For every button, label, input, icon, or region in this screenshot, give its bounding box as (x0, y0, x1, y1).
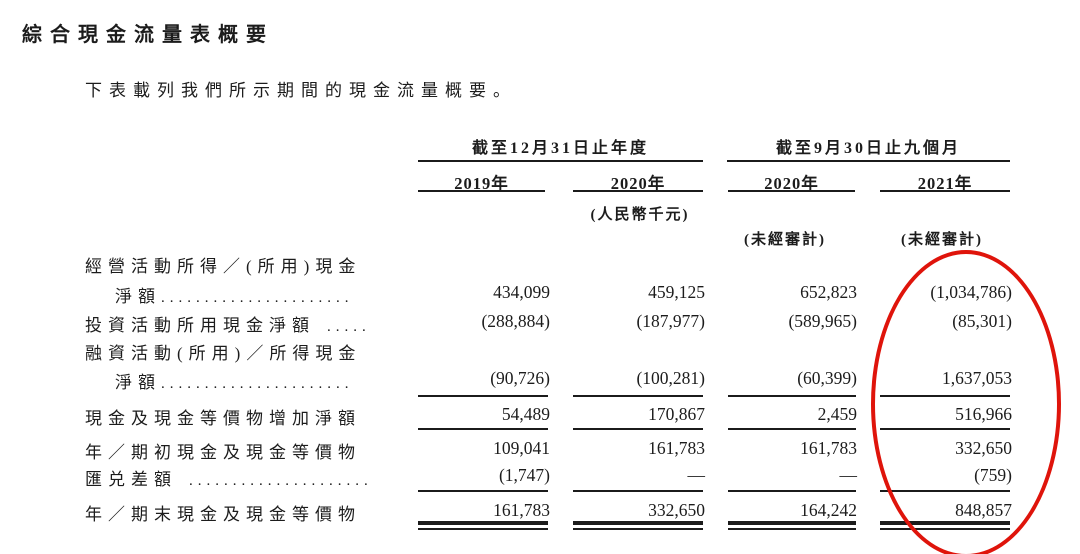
cell-investing-2020: (187,977) (636, 311, 705, 331)
cell-operating-2020: 459,125 (648, 282, 705, 302)
cell-financing-2020-9m: (60,399) (797, 368, 857, 388)
currency-unit-note: (人民幣千元) (590, 207, 690, 223)
table-row: 投資活動所用現金淨額..... (288,884) (187,977) (589… (0, 311, 1080, 335)
cell-investing-2019: (288,884) (481, 311, 550, 331)
cell-cash-beginning-2020-9m: 161,783 (800, 438, 857, 458)
subtotal-rule (573, 395, 703, 397)
cell-cash-end-2019: 161,783 (493, 500, 550, 520)
row-label-operating-line2: 淨額...................... (115, 287, 354, 306)
cell-cash-beginning-2019: 109,041 (493, 438, 550, 458)
subtotal-rule (728, 395, 856, 397)
dot-leader: ...................... (161, 290, 354, 306)
subtotal-rule (728, 428, 856, 430)
table-row: 融資活動(所用)／所得現金 (0, 339, 1080, 363)
unaudited-note-2021: (未經審計) (901, 232, 983, 248)
cell-cash-end-2020: 332,650 (648, 500, 705, 520)
col-header-2020: 2020年 (610, 174, 666, 193)
subtotal-rule (418, 395, 548, 397)
row-label-net-increase: 現金及現金等價物增加淨額 (85, 409, 361, 428)
cell-cash-beginning-2020: 161,783 (648, 438, 705, 458)
row-label-financing-line2: 淨額...................... (115, 373, 354, 392)
subtotal-rule (418, 428, 548, 430)
total-rule-thin (728, 528, 856, 530)
col-header-2020-9m: 2020年 (764, 174, 819, 193)
group-rule-right (727, 160, 1010, 162)
table-row: 經營活動所得／(所用)現金 (0, 252, 1080, 276)
cell-operating-2019: 434,099 (493, 282, 550, 302)
dot-leader: ..................... (189, 473, 373, 489)
row-label-cash-end: 年／期末現金及現金等價物 (85, 505, 361, 524)
total-rule-thin (418, 528, 548, 530)
cell-cash-end-2020-9m: 164,242 (800, 500, 857, 520)
intro-text: 下表載列我們所示期間的現金流量概要。 (85, 81, 517, 100)
table-row: 匯兑差額..................... (1,747) — — (7… (0, 465, 1080, 489)
total-rule-thick (728, 521, 856, 525)
unaudited-note-2020: (未經審計) (744, 232, 826, 248)
col-rule (728, 190, 855, 192)
col-group-fiscal-year: 截至12月31日止年度 (471, 140, 649, 157)
cell-operating-2020-9m: 652,823 (800, 282, 857, 302)
row-label-cash-beginning: 年／期初現金及現金等價物 (85, 443, 361, 462)
col-rule (573, 190, 703, 192)
cell-net-increase-2020: 170,867 (648, 404, 705, 424)
cell-exchange-diff-2020: — (687, 465, 706, 485)
cell-net-increase-2020-9m: 2,459 (817, 404, 857, 424)
row-label-investing: 投資活動所用現金淨額..... (85, 316, 371, 335)
subtotal-rule (573, 490, 703, 492)
cell-exchange-diff-2020-9m: — (839, 465, 858, 485)
cell-exchange-diff-2019: (1,747) (498, 465, 550, 485)
cell-net-increase-2019: 54,489 (501, 404, 550, 424)
red-circle-annotation (871, 250, 1061, 554)
dot-leader: ..... (327, 319, 371, 335)
cell-financing-2019: (90,726) (490, 368, 550, 388)
row-label-operating: 經營活動所得／(所用)現金 (85, 257, 362, 276)
col-group-nine-months: 截至9月30日止九個月 (775, 140, 961, 157)
subtotal-rule (418, 490, 548, 492)
subtotal-rule (573, 428, 703, 430)
col-rule (418, 190, 545, 192)
col-header-2021-9m: 2021年 (917, 174, 973, 193)
total-rule-thick (418, 521, 548, 525)
row-label-financing: 融資活動(所用)／所得現金 (85, 344, 362, 363)
dot-leader: ...................... (161, 376, 354, 392)
cell-financing-2020: (100,281) (636, 368, 705, 388)
total-rule-thick (573, 521, 703, 525)
col-rule (880, 190, 1010, 192)
group-rule-left (418, 160, 703, 162)
total-rule-thin (573, 528, 703, 530)
cell-investing-2020-9m: (589,965) (788, 311, 857, 331)
subtotal-rule (728, 490, 856, 492)
page-title: 綜合現金流量表概要 (22, 24, 274, 46)
row-label-exchange-diff: 匯兑差額..................... (85, 470, 373, 489)
col-header-2019: 2019年 (454, 174, 509, 193)
